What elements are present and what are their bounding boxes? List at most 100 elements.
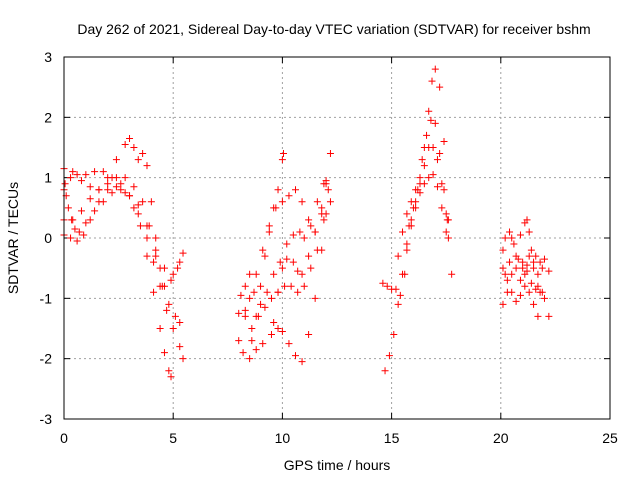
data-point-marker <box>82 219 90 227</box>
data-point-marker <box>279 150 287 158</box>
data-point-marker <box>536 258 544 266</box>
data-point-marker <box>514 255 522 263</box>
data-point-marker <box>143 252 151 260</box>
data-point-marker <box>156 325 164 332</box>
data-point-marker <box>525 288 533 296</box>
data-point-marker <box>174 264 182 272</box>
data-point-marker <box>179 355 187 363</box>
data-point-marker <box>237 291 245 299</box>
data-point-marker <box>523 216 531 224</box>
data-point-marker <box>134 156 142 164</box>
data-point-marker <box>420 162 428 170</box>
data-point-marker <box>416 189 424 197</box>
y-tick-label: -3 <box>40 411 53 427</box>
data-point-marker <box>394 252 402 260</box>
data-point-marker <box>283 240 291 248</box>
data-point-marker <box>311 294 319 302</box>
data-point-marker <box>91 207 99 215</box>
data-point-marker <box>540 294 548 302</box>
data-point-marker <box>285 192 293 200</box>
data-point-marker <box>298 270 306 278</box>
data-point-marker <box>152 252 160 260</box>
data-point-marker <box>130 183 138 191</box>
data-point-marker <box>179 249 187 257</box>
data-point-marker <box>442 210 450 218</box>
x-tick-label: 20 <box>493 430 509 446</box>
data-point-marker <box>176 343 184 351</box>
data-point-marker <box>527 279 535 287</box>
y-tick-label: 3 <box>44 49 52 65</box>
data-point-marker <box>289 258 297 266</box>
data-point-marker <box>431 65 439 73</box>
data-point-marker <box>396 291 404 299</box>
data-point-marker <box>318 204 326 212</box>
data-point-marker <box>501 234 509 242</box>
data-point-marker <box>540 255 548 263</box>
data-point-marker <box>292 352 300 360</box>
data-point-marker <box>427 116 435 124</box>
data-point-marker <box>425 107 433 115</box>
data-point-marker <box>298 358 306 366</box>
data-point-marker <box>399 270 407 278</box>
data-point-marker <box>270 270 278 278</box>
data-point-marker <box>381 367 389 375</box>
data-point-marker <box>252 270 260 278</box>
data-point-marker <box>416 174 424 182</box>
data-point-marker <box>300 234 308 242</box>
data-point-marker <box>399 228 407 236</box>
data-point-marker <box>412 204 420 212</box>
data-point-marker <box>425 174 433 182</box>
data-point-marker <box>516 231 524 239</box>
data-point-marker <box>73 237 81 245</box>
data-point-marker <box>320 216 328 224</box>
y-axis-label: SDTVAR / TECUs <box>5 182 21 294</box>
data-point-marker <box>69 168 77 176</box>
data-point-marker <box>235 309 243 317</box>
data-point-marker <box>538 264 546 272</box>
data-point-marker <box>530 258 538 266</box>
data-point-marker <box>392 285 400 293</box>
data-point-marker <box>250 288 258 296</box>
data-point-marker <box>285 340 293 348</box>
data-point-marker <box>292 186 300 194</box>
data-point-marker <box>390 331 398 339</box>
data-point-marker <box>283 255 291 263</box>
data-point-marker <box>313 246 321 254</box>
data-point-marker <box>143 234 151 242</box>
data-point-marker <box>443 216 451 224</box>
data-point-marker <box>508 288 516 296</box>
data-point-marker <box>305 216 313 224</box>
data-point-marker <box>379 279 387 287</box>
data-point-marker <box>516 291 524 299</box>
data-point-marker <box>171 312 179 320</box>
data-point-marker <box>176 258 184 266</box>
data-point-marker <box>294 288 302 296</box>
data-point-marker <box>99 168 107 176</box>
data-point-marker <box>246 270 254 278</box>
data-point-marker <box>499 264 507 272</box>
data-point-marker <box>431 119 439 127</box>
chart-title: Day 262 of 2021, Sidereal Day-to-day VTE… <box>77 21 590 37</box>
data-point-marker <box>160 264 168 272</box>
data-point-marker <box>499 300 507 308</box>
data-point-marker <box>300 282 308 290</box>
data-point-marker <box>134 210 142 218</box>
data-point-marker <box>444 234 452 242</box>
data-point-marker <box>436 83 444 91</box>
data-point-marker <box>267 331 275 339</box>
y-tick-label: 2 <box>44 109 52 125</box>
data-point-marker <box>248 337 256 345</box>
data-point-marker <box>165 367 173 375</box>
data-point-marker <box>278 198 286 206</box>
data-point-marker <box>530 264 538 272</box>
data-point-marker <box>305 331 313 339</box>
data-point-marker <box>512 264 520 272</box>
data-point-marker <box>246 355 254 363</box>
data-point-marker <box>104 186 112 194</box>
data-point-marker <box>274 325 282 332</box>
data-point-marker <box>536 288 544 296</box>
data-point-marker <box>261 303 269 311</box>
x-tick-label: 15 <box>384 430 400 446</box>
axis-ticks: 0 5 10 15 20 25 -3 -2 -1 0 1 2 3 <box>40 49 618 446</box>
data-point-marker <box>519 258 527 266</box>
